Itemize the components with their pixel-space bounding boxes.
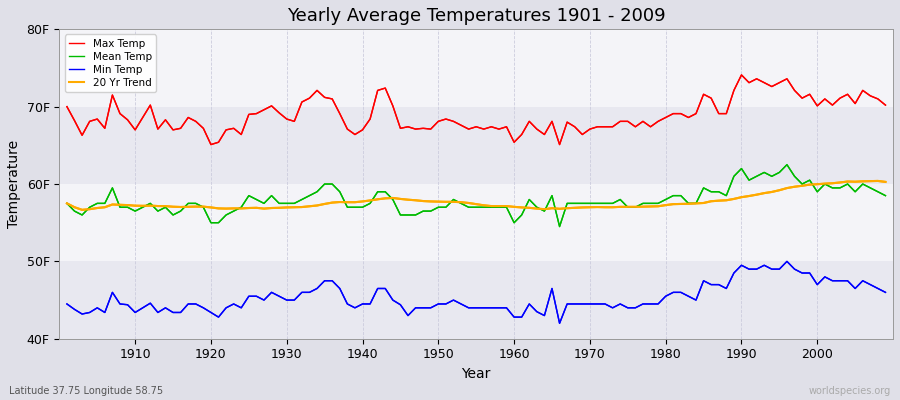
Mean Temp: [781, 162, 792, 167]
Line: Max Temp: Max Temp: [67, 75, 886, 144]
20 Yr Trend: [517, 205, 527, 210]
Bar: [59, 29, 893, 107]
20 Yr Trend: [508, 204, 519, 209]
Mean Temp: [122, 205, 133, 210]
Min Temp: [61, 302, 72, 306]
Y-axis label: Temperature: Temperature: [7, 140, 21, 228]
Min Temp: [501, 306, 512, 310]
Line: 20 Yr Trend: 20 Yr Trend: [67, 181, 886, 210]
Min Temp: [608, 306, 618, 310]
Bar: [59, 184, 893, 262]
Mean Temp: [554, 224, 565, 229]
Max Temp: [61, 104, 72, 109]
Mean Temp: [335, 189, 346, 194]
Mean Temp: [61, 201, 72, 206]
Min Temp: [289, 298, 300, 302]
20 Yr Trend: [76, 208, 87, 212]
20 Yr Trend: [296, 205, 307, 210]
Min Temp: [781, 259, 792, 264]
Mean Temp: [608, 201, 618, 206]
Max Temp: [608, 124, 618, 129]
X-axis label: Year: Year: [462, 367, 490, 381]
Min Temp: [554, 321, 565, 326]
Legend: Max Temp, Mean Temp, Min Temp, 20 Yr Trend: Max Temp, Mean Temp, Min Temp, 20 Yr Tre…: [65, 34, 156, 92]
Max Temp: [880, 103, 891, 108]
20 Yr Trend: [130, 203, 140, 208]
Mean Temp: [880, 193, 891, 198]
20 Yr Trend: [61, 201, 72, 206]
Text: Latitude 37.75 Longitude 58.75: Latitude 37.75 Longitude 58.75: [9, 386, 163, 396]
20 Yr Trend: [342, 200, 353, 205]
Min Temp: [508, 315, 519, 320]
20 Yr Trend: [608, 205, 618, 210]
Bar: [59, 107, 893, 184]
Max Temp: [296, 100, 307, 104]
Line: Min Temp: Min Temp: [67, 262, 886, 323]
20 Yr Trend: [872, 178, 883, 183]
Mean Temp: [501, 205, 512, 210]
Min Temp: [880, 290, 891, 295]
Max Temp: [122, 118, 133, 122]
Max Temp: [342, 127, 353, 132]
Mean Temp: [289, 201, 300, 206]
Min Temp: [122, 302, 133, 307]
Max Temp: [508, 140, 519, 145]
Mean Temp: [508, 220, 519, 225]
Line: Mean Temp: Mean Temp: [67, 165, 886, 226]
Min Temp: [335, 286, 346, 291]
Max Temp: [205, 142, 216, 147]
Max Temp: [517, 132, 527, 137]
20 Yr Trend: [880, 180, 891, 184]
Text: worldspecies.org: worldspecies.org: [809, 386, 891, 396]
Max Temp: [736, 72, 747, 77]
Title: Yearly Average Temperatures 1901 - 2009: Yearly Average Temperatures 1901 - 2009: [287, 7, 665, 25]
Bar: [59, 262, 893, 339]
